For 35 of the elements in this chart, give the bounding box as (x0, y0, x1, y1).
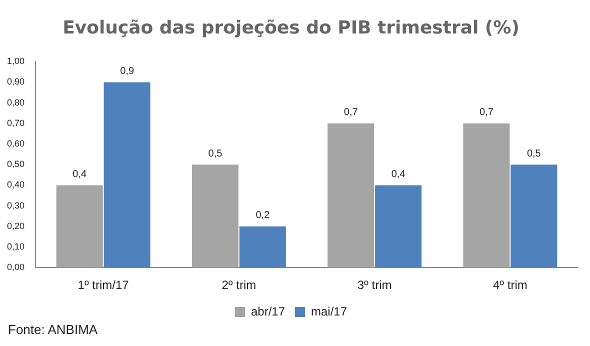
y-tick-label: 0,10 (6, 241, 25, 252)
data-label: 0,5 (208, 148, 223, 160)
bar (463, 123, 510, 268)
y-tick-label: 1,00 (6, 56, 25, 66)
chart-title: Evolução das projeções do PIB trimestral (%) (62, 17, 520, 38)
x-tick-label: 1º trim/17 (78, 278, 130, 292)
x-tick-label: 4º trim (492, 278, 528, 292)
data-label: 0,4 (72, 168, 87, 180)
legend-label: abr/17 (250, 304, 286, 318)
y-tick-label: 0,20 (6, 220, 25, 231)
y-tick-label: 0,90 (6, 76, 25, 87)
bar (56, 185, 103, 268)
bar (239, 226, 286, 268)
data-label: 0,7 (344, 107, 358, 118)
y-tick-label: 0,30 (6, 200, 25, 210)
bar (104, 82, 150, 268)
bar (192, 164, 238, 268)
x-tick-label: 3º trim (357, 278, 392, 292)
x-tick-label: 2º trim (222, 278, 256, 292)
y-tick-label: 0,70 (6, 118, 25, 128)
y-tick-label: 0,80 (6, 97, 25, 108)
y-tick-label: 0,50 (6, 159, 25, 170)
data-label: 0,7 (480, 107, 494, 118)
source-note: Fonte: ANBIMA (8, 322, 98, 337)
bar (375, 185, 422, 268)
data-label: 0,5 (526, 148, 542, 160)
y-tick-label: 0,40 (6, 180, 25, 190)
y-tick-label: 0,00 (6, 262, 25, 272)
legend-label: mai/17 (311, 304, 348, 318)
y-tick-label: 0,60 (6, 138, 25, 148)
bar (328, 123, 374, 268)
data-label: 0,4 (391, 168, 406, 180)
data-label: 0,2 (256, 210, 270, 222)
data-label: 0,9 (120, 66, 134, 77)
bar (510, 164, 558, 268)
